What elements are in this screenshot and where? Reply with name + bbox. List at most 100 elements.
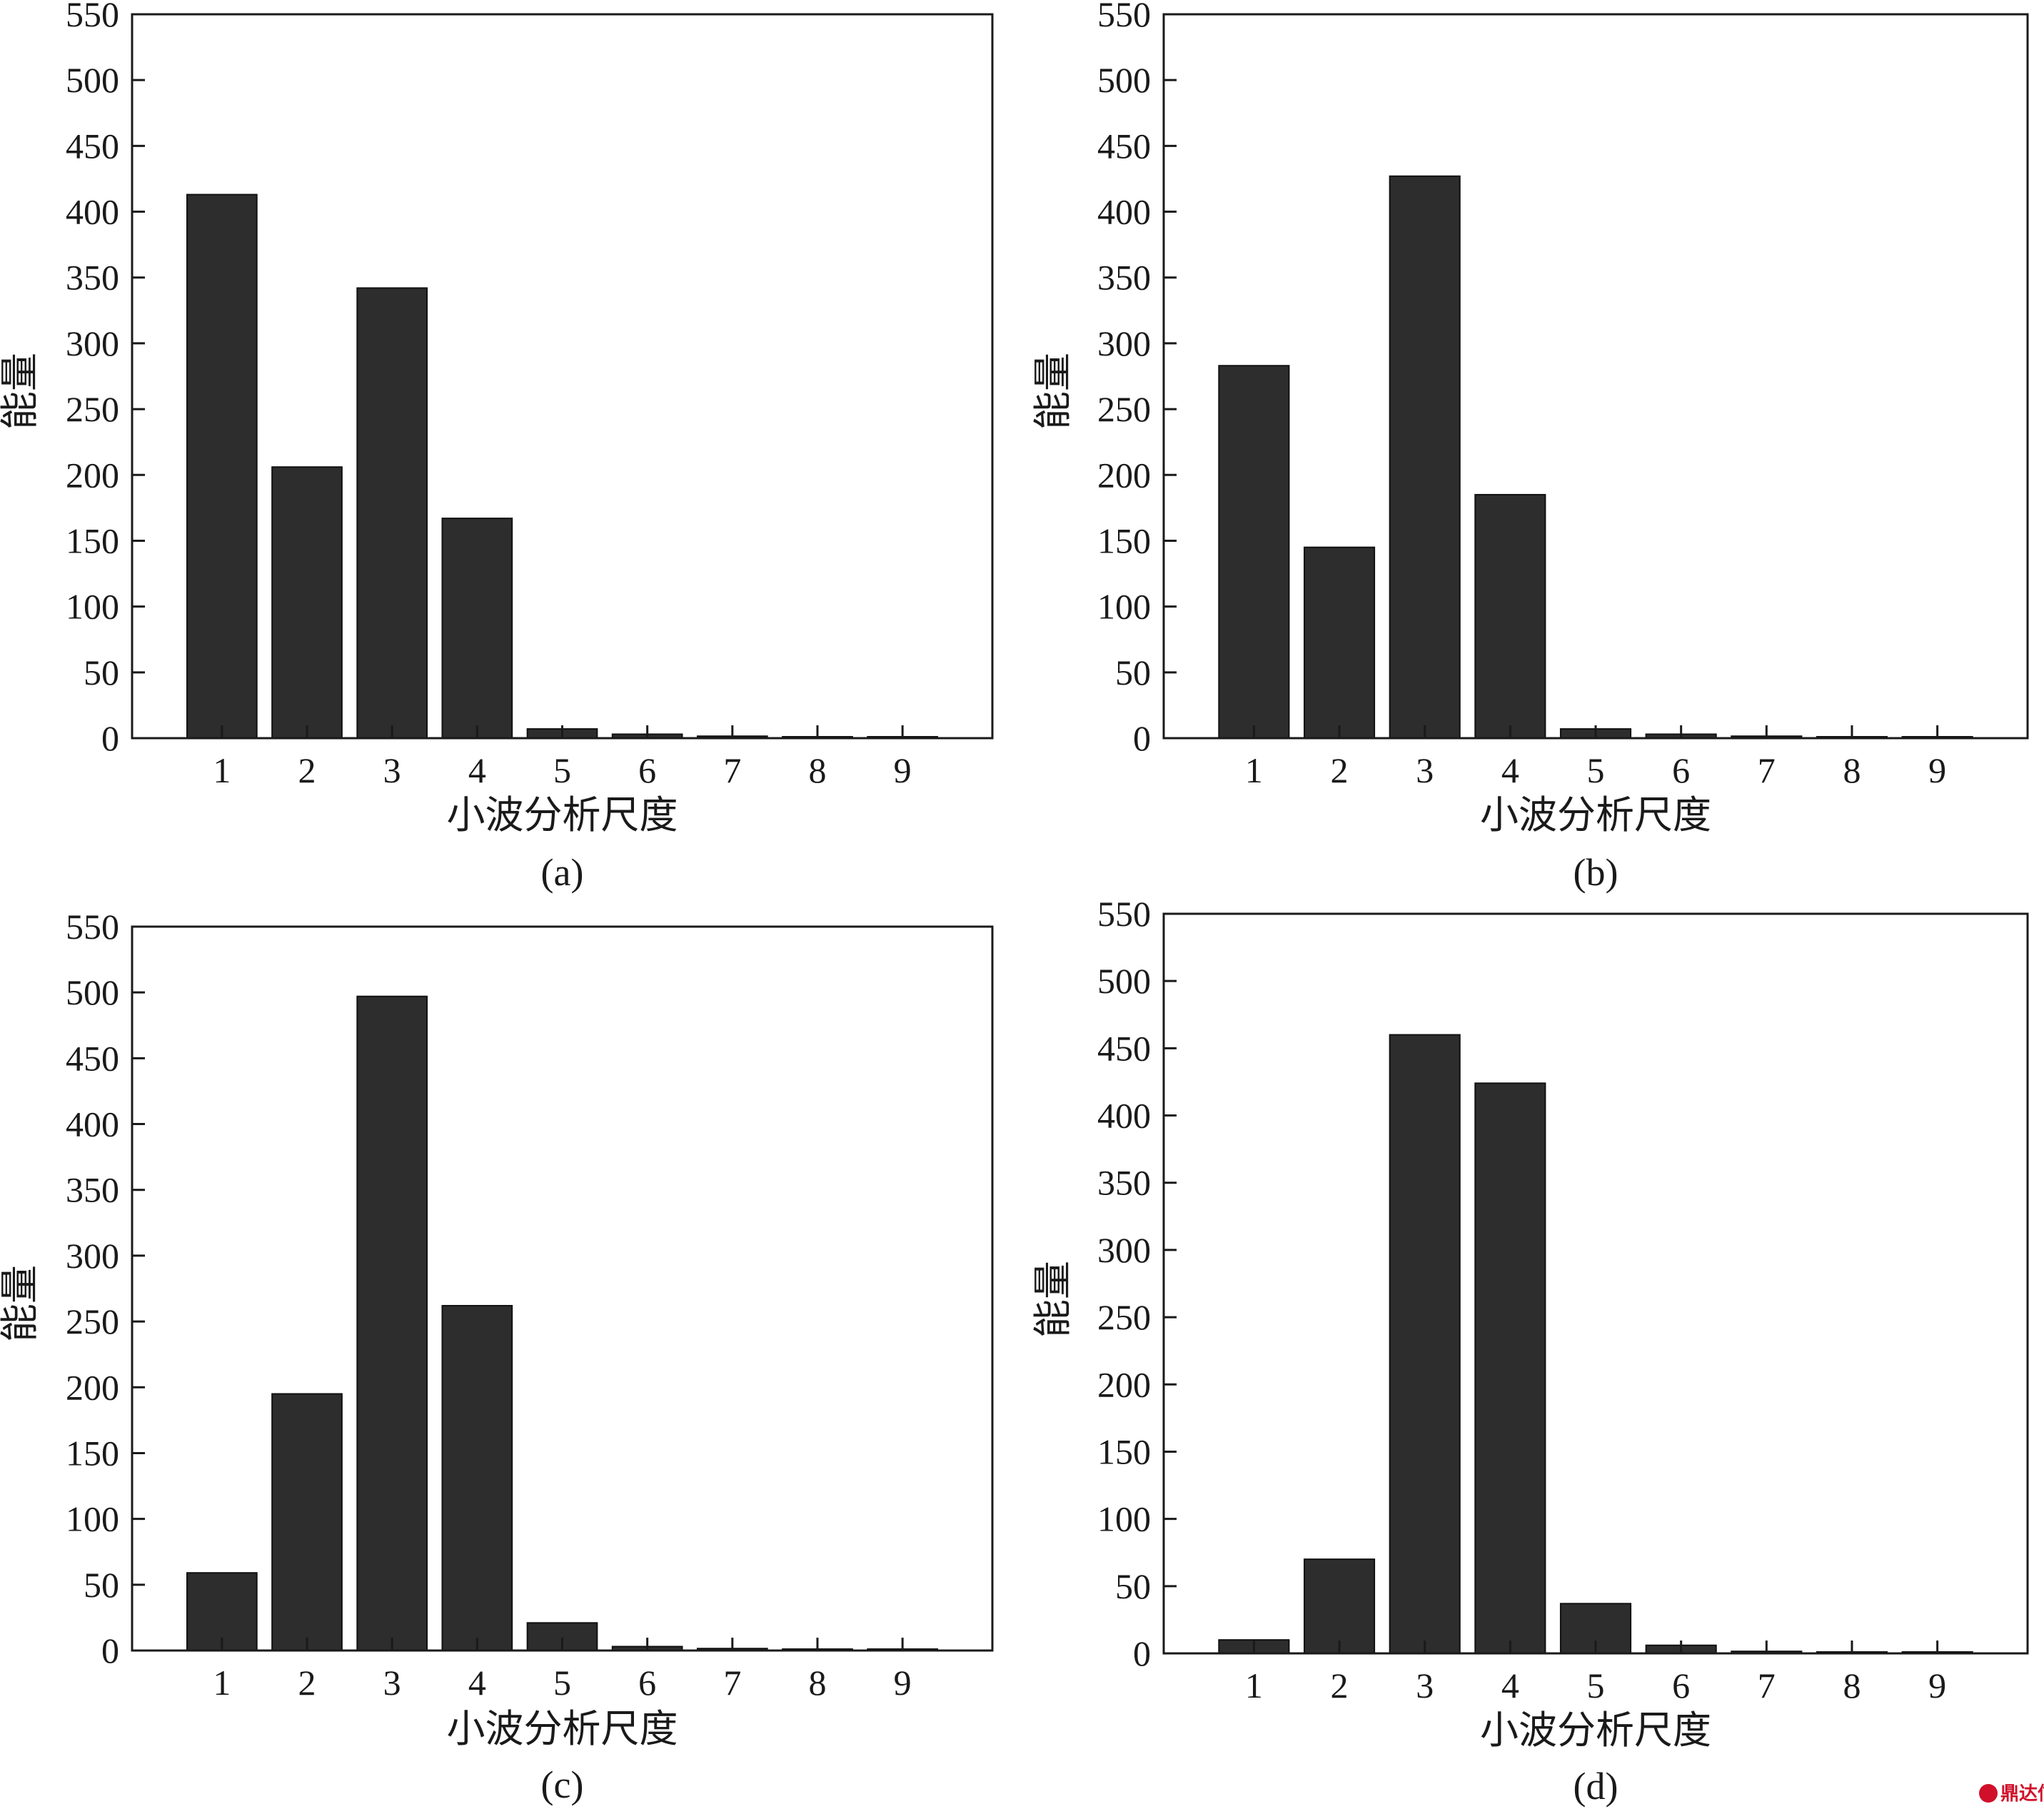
x-tick-label-d-8: 8 xyxy=(1843,1666,1861,1705)
y-tick-label-b-0: 0 xyxy=(1133,718,1151,758)
y-tick-label-c-100: 100 xyxy=(66,1499,119,1539)
plot-frame-a xyxy=(131,13,994,740)
y-tick-label-d-200: 200 xyxy=(1097,1364,1151,1404)
x-tick-label-a-9: 9 xyxy=(894,750,912,790)
x-tick-label-b-2: 2 xyxy=(1331,750,1349,790)
y-tick-label-c-300: 300 xyxy=(66,1236,119,1276)
chart-panel-a: 0 50 100 150 200 250 300 350 400 450 500 550 1 2 3 4 5 6 7… xyxy=(0,0,994,894)
bar-d-2 xyxy=(1303,1558,1376,1655)
y-tick-label-b-50: 50 xyxy=(1115,652,1151,692)
bar-a-3 xyxy=(356,287,428,739)
bar-c-4 xyxy=(441,1304,513,1651)
y-tick-label-b-400: 400 xyxy=(1097,192,1151,232)
bar-d-3 xyxy=(1389,1034,1461,1654)
panel-label-b: (b) xyxy=(1574,851,1618,894)
y-tick-label-c-0: 0 xyxy=(101,1631,119,1671)
y-tick-label-b-550: 550 xyxy=(1097,0,1151,34)
y-tick-label-a-50: 50 xyxy=(84,652,119,692)
watermark: 鼎达信 xyxy=(1979,1783,2044,1805)
panel-label-c: (c) xyxy=(541,1763,584,1806)
y-axis-label-a: 能量 xyxy=(0,353,42,430)
bar-b-1 xyxy=(1218,365,1290,739)
x-tick-label-a-8: 8 xyxy=(808,750,826,790)
x-tick-label-a-2: 2 xyxy=(298,750,316,790)
y-axis-label-d: 能量 xyxy=(1030,1261,1075,1338)
y-tick-label-a-150: 150 xyxy=(66,520,119,560)
x-tick-label-a-6: 6 xyxy=(638,750,656,790)
x-tick-label-a-4: 4 xyxy=(468,750,486,790)
y-tick-label-d-150: 150 xyxy=(1097,1431,1151,1471)
y-tick-label-a-450: 450 xyxy=(66,126,119,166)
x-axis-label-b: 小波分析尺度 xyxy=(1480,792,1711,837)
x-axis-label-a: 小波分析尺度 xyxy=(447,792,678,837)
x-tick-label-b-4: 4 xyxy=(1501,750,1519,790)
x-tick-label-d-5: 5 xyxy=(1587,1666,1605,1705)
y-tick-label-d-300: 300 xyxy=(1097,1230,1151,1270)
y-tick-label-c-50: 50 xyxy=(84,1565,119,1605)
bar-c-3 xyxy=(356,995,428,1652)
x-tick-label-b-7: 7 xyxy=(1758,750,1776,790)
x-tick-label-d-6: 6 xyxy=(1672,1666,1690,1705)
bar-b-3 xyxy=(1389,175,1461,739)
x-tick-label-b-1: 1 xyxy=(1245,750,1263,790)
y-tick-label-c-500: 500 xyxy=(66,972,119,1012)
bar-c-2 xyxy=(271,1393,343,1652)
chart-panel-b: 0 50 100 150 200 250 300 350 400 450 500 550 1 2 3 4 5 6 7… xyxy=(1030,0,2029,894)
y-tick-label-c-550: 550 xyxy=(66,907,119,947)
x-tick-label-c-3: 3 xyxy=(383,1663,401,1703)
x-tick-label-d-9: 9 xyxy=(1928,1666,1946,1705)
x-tick-label-c-8: 8 xyxy=(808,1663,826,1703)
x-tick-label-a-5: 5 xyxy=(553,750,571,790)
panel-label-a: (a) xyxy=(541,851,584,894)
x-tick-label-b-6: 6 xyxy=(1672,750,1690,790)
bar-a-1 xyxy=(186,193,258,739)
y-tick-label-d-50: 50 xyxy=(1115,1566,1151,1606)
x-tick-label-b-8: 8 xyxy=(1843,750,1861,790)
y-tick-label-c-400: 400 xyxy=(66,1104,119,1144)
y-tick-label-b-100: 100 xyxy=(1097,587,1151,627)
x-axis-label-d: 小波分析尺度 xyxy=(1480,1708,1711,1753)
bar-c-5 xyxy=(526,1622,598,1652)
y-tick-label-b-500: 500 xyxy=(1097,60,1151,100)
y-tick-label-b-250: 250 xyxy=(1097,389,1151,429)
y-tick-label-a-0: 0 xyxy=(101,718,119,758)
x-tick-label-b-3: 3 xyxy=(1416,750,1434,790)
watermark-text: 鼎达信 xyxy=(2000,1783,2044,1805)
y-tick-label-d-550: 550 xyxy=(1097,894,1151,934)
x-tick-label-c-6: 6 xyxy=(638,1663,656,1703)
plot-frame-c xyxy=(131,925,994,1652)
y-tick-label-a-300: 300 xyxy=(66,323,119,363)
x-tick-label-d-1: 1 xyxy=(1245,1666,1263,1705)
bar-b-2 xyxy=(1303,546,1376,739)
x-tick-label-b-9: 9 xyxy=(1928,750,1946,790)
y-tick-label-a-500: 500 xyxy=(66,60,119,100)
y-tick-label-a-100: 100 xyxy=(66,587,119,627)
y-tick-label-b-150: 150 xyxy=(1097,520,1151,560)
x-axis-label-c: 小波分析尺度 xyxy=(447,1706,678,1751)
y-tick-label-c-200: 200 xyxy=(66,1367,119,1407)
y-tick-label-b-350: 350 xyxy=(1097,258,1151,298)
x-tick-label-c-2: 2 xyxy=(298,1663,316,1703)
x-tick-label-d-3: 3 xyxy=(1416,1666,1434,1705)
x-tick-label-b-5: 5 xyxy=(1587,750,1605,790)
bar-c-1 xyxy=(186,1572,258,1651)
y-tick-label-a-400: 400 xyxy=(66,192,119,232)
y-tick-label-c-250: 250 xyxy=(66,1301,119,1341)
plot-frame-b xyxy=(1162,13,2029,740)
panel-label-d: (d) xyxy=(1574,1765,1618,1808)
y-tick-label-a-350: 350 xyxy=(66,258,119,298)
y-tick-label-d-350: 350 xyxy=(1097,1163,1151,1203)
bar-d-4 xyxy=(1474,1082,1546,1654)
y-tick-label-d-400: 400 xyxy=(1097,1096,1151,1136)
y-tick-label-d-100: 100 xyxy=(1097,1499,1151,1539)
y-tick-label-d-500: 500 xyxy=(1097,961,1151,1001)
x-tick-label-d-7: 7 xyxy=(1758,1666,1776,1705)
x-tick-label-c-5: 5 xyxy=(553,1663,571,1703)
y-tick-label-c-450: 450 xyxy=(66,1038,119,1078)
x-tick-label-d-2: 2 xyxy=(1331,1666,1349,1705)
bar-b-4 xyxy=(1474,493,1546,739)
y-tick-label-c-350: 350 xyxy=(66,1170,119,1210)
y-tick-label-c-150: 150 xyxy=(66,1433,119,1473)
y-tick-label-b-200: 200 xyxy=(1097,455,1151,495)
